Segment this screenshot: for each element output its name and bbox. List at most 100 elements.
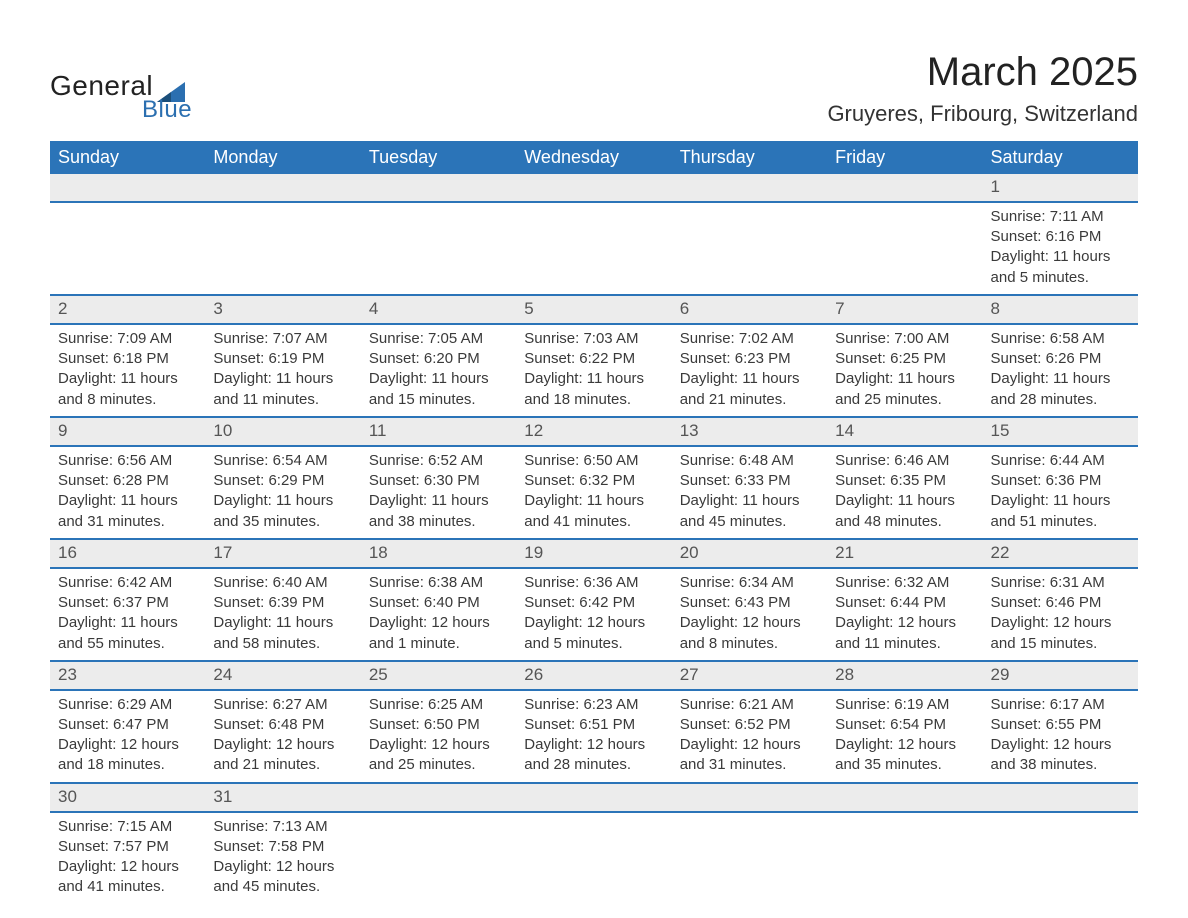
weekday-header: Wednesday [516,141,671,174]
weekday-header: Monday [205,141,360,174]
d1-text: Daylight: 12 hours [680,613,819,633]
day-detail-cell: Sunrise: 6:19 AMSunset: 6:54 PMDaylight:… [827,690,982,783]
day-number-cell [50,174,205,202]
day-detail-cell [516,202,671,295]
weekday-header: Tuesday [361,141,516,174]
day-detail-cell: Sunrise: 6:50 AMSunset: 6:32 PMDaylight:… [516,446,671,539]
location: Gruyeres, Fribourg, Switzerland [827,101,1138,127]
detail-row: Sunrise: 7:09 AMSunset: 6:18 PMDaylight:… [50,324,1138,417]
d2-text: and 18 minutes. [524,390,663,410]
calendar-table: Sunday Monday Tuesday Wednesday Thursday… [50,141,1138,904]
d1-text: Daylight: 12 hours [991,613,1130,633]
day-number-cell [516,783,671,812]
day-number-cell [205,174,360,202]
day-detail-cell: Sunrise: 7:07 AMSunset: 6:19 PMDaylight:… [205,324,360,417]
daynum-row: 9101112131415 [50,417,1138,446]
day-number-cell: 20 [672,539,827,568]
day-detail-cell: Sunrise: 6:56 AMSunset: 6:28 PMDaylight:… [50,446,205,539]
detail-row: Sunrise: 6:56 AMSunset: 6:28 PMDaylight:… [50,446,1138,539]
d1-text: Daylight: 11 hours [991,247,1130,267]
day-detail-cell: Sunrise: 6:34 AMSunset: 6:43 PMDaylight:… [672,568,827,661]
day-detail-cell: Sunrise: 7:00 AMSunset: 6:25 PMDaylight:… [827,324,982,417]
d2-text: and 38 minutes. [991,755,1130,775]
day-detail-cell: Sunrise: 6:40 AMSunset: 6:39 PMDaylight:… [205,568,360,661]
day-number-cell [827,174,982,202]
sr-text: Sunrise: 6:52 AM [369,451,508,471]
d2-text: and 55 minutes. [58,634,197,654]
d1-text: Daylight: 11 hours [213,613,352,633]
day-detail-cell: Sunrise: 6:46 AMSunset: 6:35 PMDaylight:… [827,446,982,539]
day-detail-cell [205,202,360,295]
d1-text: Daylight: 11 hours [58,369,197,389]
d1-text: Daylight: 12 hours [58,857,197,877]
d2-text: and 11 minutes. [213,390,352,410]
ss-text: Sunset: 6:32 PM [524,471,663,491]
d2-text: and 25 minutes. [835,390,974,410]
ss-text: Sunset: 6:33 PM [680,471,819,491]
daynum-row: 23242526272829 [50,661,1138,690]
weekday-header: Thursday [672,141,827,174]
ss-text: Sunset: 6:28 PM [58,471,197,491]
d2-text: and 45 minutes. [680,512,819,532]
day-detail-cell: Sunrise: 6:17 AMSunset: 6:55 PMDaylight:… [983,690,1138,783]
weekday-header: Saturday [983,141,1138,174]
sr-text: Sunrise: 6:58 AM [991,329,1130,349]
d2-text: and 1 minute. [369,634,508,654]
day-number-cell [361,783,516,812]
d2-text: and 41 minutes. [524,512,663,532]
ss-text: Sunset: 6:25 PM [835,349,974,369]
d1-text: Daylight: 11 hours [991,369,1130,389]
d1-text: Daylight: 11 hours [58,491,197,511]
sr-text: Sunrise: 7:02 AM [680,329,819,349]
d2-text: and 11 minutes. [835,634,974,654]
ss-text: Sunset: 6:35 PM [835,471,974,491]
d2-text: and 35 minutes. [835,755,974,775]
d2-text: and 25 minutes. [369,755,508,775]
sr-text: Sunrise: 6:34 AM [680,573,819,593]
sr-text: Sunrise: 6:27 AM [213,695,352,715]
day-detail-cell: Sunrise: 6:29 AMSunset: 6:47 PMDaylight:… [50,690,205,783]
sr-text: Sunrise: 6:32 AM [835,573,974,593]
day-number-cell [672,174,827,202]
d2-text: and 15 minutes. [991,634,1130,654]
day-number-cell: 19 [516,539,671,568]
day-number-cell: 29 [983,661,1138,690]
ss-text: Sunset: 6:18 PM [58,349,197,369]
sr-text: Sunrise: 7:05 AM [369,329,508,349]
day-number-cell [361,174,516,202]
title-block: March 2025 Gruyeres, Fribourg, Switzerla… [827,50,1138,127]
d1-text: Daylight: 11 hours [680,369,819,389]
sr-text: Sunrise: 7:09 AM [58,329,197,349]
day-number-cell: 30 [50,783,205,812]
d1-text: Daylight: 11 hours [369,491,508,511]
day-number-cell: 26 [516,661,671,690]
ss-text: Sunset: 6:47 PM [58,715,197,735]
d1-text: Daylight: 12 hours [369,735,508,755]
d1-text: Daylight: 11 hours [213,491,352,511]
day-detail-cell [827,202,982,295]
sr-text: Sunrise: 6:48 AM [680,451,819,471]
logo-text-general: General [50,70,153,102]
d2-text: and 51 minutes. [991,512,1130,532]
day-number-cell: 24 [205,661,360,690]
day-number-cell: 7 [827,295,982,324]
d2-text: and 21 minutes. [213,755,352,775]
day-number-cell [516,174,671,202]
ss-text: Sunset: 6:36 PM [991,471,1130,491]
sr-text: Sunrise: 6:40 AM [213,573,352,593]
day-detail-cell: Sunrise: 6:44 AMSunset: 6:36 PMDaylight:… [983,446,1138,539]
day-number-cell: 31 [205,783,360,812]
detail-row: Sunrise: 6:29 AMSunset: 6:47 PMDaylight:… [50,690,1138,783]
d2-text: and 58 minutes. [213,634,352,654]
d2-text: and 31 minutes. [680,755,819,775]
weekday-header-row: Sunday Monday Tuesday Wednesday Thursday… [50,141,1138,174]
day-detail-cell: Sunrise: 6:32 AMSunset: 6:44 PMDaylight:… [827,568,982,661]
d1-text: Daylight: 11 hours [680,491,819,511]
day-number-cell: 28 [827,661,982,690]
ss-text: Sunset: 7:58 PM [213,837,352,857]
day-detail-cell: Sunrise: 6:27 AMSunset: 6:48 PMDaylight:… [205,690,360,783]
day-number-cell: 27 [672,661,827,690]
day-detail-cell: Sunrise: 7:09 AMSunset: 6:18 PMDaylight:… [50,324,205,417]
d1-text: Daylight: 11 hours [991,491,1130,511]
day-number-cell: 13 [672,417,827,446]
